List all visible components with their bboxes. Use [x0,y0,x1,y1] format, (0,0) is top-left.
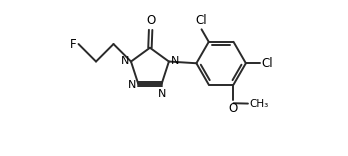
Text: N: N [171,56,179,66]
Text: O: O [146,15,155,27]
Text: N: N [158,89,166,99]
Text: N: N [128,80,136,90]
Text: CH₃: CH₃ [249,99,269,109]
Text: Cl: Cl [195,14,207,27]
Text: Cl: Cl [262,57,273,70]
Text: O: O [229,102,238,115]
Text: N: N [120,56,129,66]
Text: F: F [70,38,76,51]
